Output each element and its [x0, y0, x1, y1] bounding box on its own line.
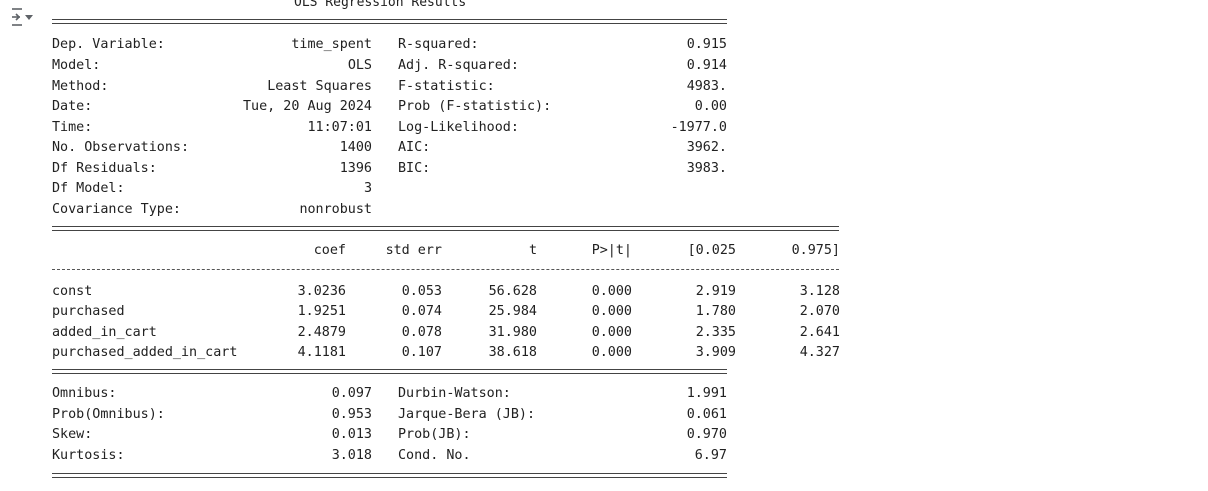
diagnostic-label: Durbin-Watson:	[398, 386, 511, 401]
summary-value: Least Squares	[267, 79, 372, 94]
coef-row-name: added_in_cart	[52, 325, 157, 340]
coef-cell: 2.335	[695, 325, 736, 340]
coef-cell: 38.618	[488, 345, 537, 360]
diagnostic-label: Kurtosis:	[52, 448, 125, 463]
separator-dashed	[52, 269, 839, 270]
summary-value: -1977.0	[670, 120, 727, 135]
ols-summary-output: OLS Regression Results Dep. Variable: ti…	[52, 0, 1208, 491]
summary-value: time_spent	[291, 37, 372, 52]
diagnostic-label: Prob(Omnibus):	[52, 407, 165, 422]
coef-cell: 1.780	[695, 304, 736, 319]
diagnostic-value: 0.097	[331, 386, 372, 401]
coef-header: std err	[385, 243, 442, 258]
coef-row-name: purchased	[52, 304, 125, 319]
diagnostic-value: 1.991	[686, 386, 727, 401]
summary-value: 3983.	[686, 161, 727, 176]
coef-cell: 2.919	[695, 284, 736, 299]
summary-label: AIC:	[398, 140, 431, 155]
coef-cell: 0.107	[401, 345, 442, 360]
summary-label: F-statistic:	[398, 79, 495, 94]
summary-title: OLS Regression Results	[294, 0, 467, 10]
coef-row-name: purchased_added_in_cart	[52, 345, 238, 360]
coef-cell: 2.4879	[297, 325, 346, 340]
summary-value: 1400	[339, 140, 372, 155]
summary-value: 0.915	[686, 37, 727, 52]
summary-label: Adj. R-squared:	[398, 58, 519, 73]
diagnostic-value: 3.018	[331, 448, 372, 463]
summary-label: Method:	[52, 79, 109, 94]
diagnostic-label: Skew:	[52, 427, 93, 442]
summary-label: Date:	[52, 99, 93, 114]
coef-header: 0.975]	[791, 243, 840, 258]
coef-cell: 4.327	[799, 345, 840, 360]
coef-cell: 4.1181	[297, 345, 346, 360]
coef-cell: 1.9251	[297, 304, 346, 319]
diagnostic-label: Jarque-Bera (JB):	[398, 407, 536, 422]
output-collapse-icon[interactable]	[10, 6, 36, 28]
summary-value: 3962.	[686, 140, 727, 155]
coef-cell: 0.000	[591, 304, 632, 319]
coef-cell: 0.000	[591, 325, 632, 340]
diagnostic-value: 0.970	[686, 427, 727, 442]
coef-cell: 3.128	[799, 284, 840, 299]
summary-value: 1396	[339, 161, 372, 176]
summary-value: 4983.	[686, 79, 727, 94]
separator-double	[52, 369, 727, 374]
coef-cell: 25.984	[488, 304, 537, 319]
coef-header: [0.025	[687, 243, 736, 258]
summary-label: Model:	[52, 58, 101, 73]
summary-value: 0.00	[694, 99, 727, 114]
separator-double	[52, 226, 839, 231]
diagnostic-label: Prob(JB):	[398, 427, 471, 442]
summary-value: 11:07:01	[307, 120, 373, 135]
coef-cell: 0.074	[401, 304, 442, 319]
coef-header: t	[528, 243, 537, 258]
coef-header: coef	[313, 243, 346, 258]
coef-cell: 0.053	[401, 284, 442, 299]
summary-label: R-squared:	[398, 37, 479, 52]
summary-label: BIC:	[398, 161, 431, 176]
diagnostic-value: 0.061	[686, 407, 727, 422]
coef-cell: 3.909	[695, 345, 736, 360]
summary-label: Prob (F-statistic):	[398, 99, 552, 114]
separator-double	[52, 473, 727, 478]
coef-cell: 0.078	[401, 325, 442, 340]
coef-header: P>|t|	[591, 243, 632, 258]
summary-value: nonrobust	[299, 202, 372, 217]
summary-label: Df Model:	[52, 181, 125, 196]
summary-label: Dep. Variable:	[52, 37, 165, 52]
summary-label: Time:	[52, 120, 93, 135]
diagnostic-label: Omnibus:	[52, 386, 117, 401]
coef-cell: 2.070	[799, 304, 840, 319]
coef-cell: 0.000	[591, 345, 632, 360]
summary-value: 0.914	[686, 58, 727, 73]
diagnostic-value: 0.013	[331, 427, 372, 442]
summary-value: OLS	[347, 58, 372, 73]
diagnostic-label: Cond. No.	[398, 448, 471, 463]
coef-cell: 0.000	[591, 284, 632, 299]
separator-double	[52, 19, 727, 24]
diagnostic-value: 6.97	[694, 448, 727, 463]
coef-cell: 31.980	[488, 325, 537, 340]
coef-row-name: const	[52, 284, 93, 299]
diagnostic-value: 0.953	[331, 407, 372, 422]
summary-label: No. Observations:	[52, 140, 190, 155]
coef-cell: 56.628	[488, 284, 537, 299]
coef-cell: 3.0236	[297, 284, 346, 299]
summary-label: Df Residuals:	[52, 161, 157, 176]
summary-value: Tue, 20 Aug 2024	[243, 99, 372, 114]
coef-cell: 2.641	[799, 325, 840, 340]
summary-label: Log-Likelihood:	[398, 120, 519, 135]
summary-label: Covariance Type:	[52, 202, 181, 217]
summary-value: 3	[363, 181, 372, 196]
